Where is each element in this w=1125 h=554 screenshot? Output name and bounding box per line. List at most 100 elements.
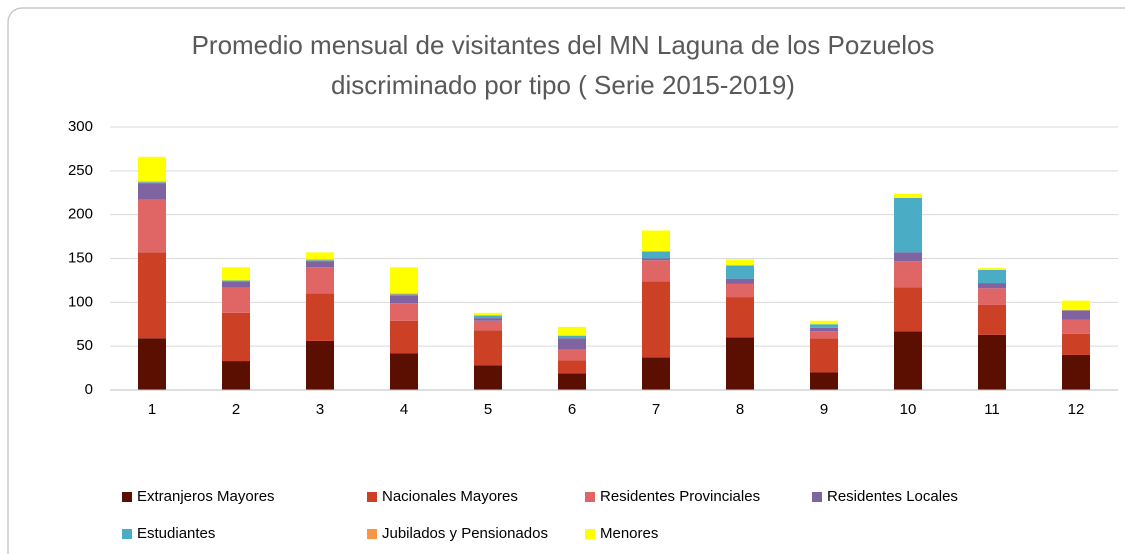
chart-title: discriminado por tipo ( Serie 2015-2019) — [331, 70, 795, 100]
bar-segment — [1062, 310, 1090, 320]
bar-segment — [222, 280, 250, 282]
legend-label: Nacionales Mayores — [382, 488, 518, 505]
x-tick-label: 6 — [568, 401, 576, 418]
bar-segment — [306, 261, 334, 268]
bar-segment — [894, 198, 922, 253]
bar-segment — [1062, 354, 1090, 390]
bar-segment — [306, 260, 334, 262]
bar-segment — [138, 181, 166, 183]
bar-segment — [222, 281, 250, 288]
bar-segment — [474, 330, 502, 366]
x-tick-label: 9 — [820, 401, 828, 418]
x-tick-label: 4 — [400, 401, 408, 418]
legend-swatch — [812, 492, 822, 502]
bar-segment — [390, 267, 418, 294]
bar-segment — [558, 326, 586, 336]
legend-swatch — [122, 529, 132, 539]
bar-segment — [642, 230, 670, 252]
bar-segment — [978, 334, 1006, 390]
bar-segment — [810, 327, 838, 332]
bar-segment — [390, 320, 418, 354]
bar-segment — [222, 267, 250, 281]
y-tick-label: 300 — [68, 118, 93, 135]
bar-segment — [306, 259, 334, 261]
bar-segment — [138, 199, 166, 253]
bar-segment — [558, 373, 586, 390]
bar-segment — [138, 338, 166, 390]
bar-segment — [978, 304, 1006, 335]
bar-segment — [642, 260, 670, 282]
bar-segment — [726, 259, 754, 266]
bar-segment — [810, 320, 838, 325]
y-tick-label: 100 — [68, 293, 93, 310]
y-tick-label: 150 — [68, 249, 93, 266]
legend-swatch — [367, 492, 377, 502]
bar-segment — [642, 357, 670, 390]
x-tick-label: 1 — [148, 401, 156, 418]
bar-segment — [894, 261, 922, 288]
bar-segment — [390, 353, 418, 390]
x-tick-label: 11 — [984, 401, 1000, 418]
y-tick-label: 200 — [68, 206, 93, 223]
chart-title: Promedio mensual de visitantes del MN La… — [192, 30, 935, 60]
bar-segment — [810, 331, 838, 339]
bar-segment — [978, 283, 1006, 289]
bar-segment — [390, 295, 418, 304]
bar-segment — [306, 340, 334, 390]
legend-swatch — [585, 529, 595, 539]
legend-label: Residentes Provinciales — [600, 488, 760, 505]
chart-frame — [7, 7, 1125, 554]
x-tick-label: 3 — [316, 401, 324, 418]
bar-segment — [1062, 333, 1090, 355]
bar-segment — [978, 288, 1006, 305]
bar-segment — [306, 252, 334, 260]
bar-segment — [978, 269, 1006, 284]
bar-segment — [138, 182, 166, 184]
bar-segment — [894, 331, 922, 390]
x-tick-label: 12 — [1068, 401, 1085, 418]
bar-segment — [222, 312, 250, 362]
bar-segment — [138, 156, 166, 182]
bar-segment — [726, 297, 754, 338]
y-tick-label: 0 — [85, 381, 93, 398]
bar-segment — [222, 287, 250, 313]
x-tick-label: 8 — [736, 401, 744, 418]
bar-segment — [642, 258, 670, 261]
bar-segment — [222, 361, 250, 390]
bar-segment — [474, 365, 502, 390]
y-tick-label: 50 — [76, 337, 93, 354]
x-tick-label: 5 — [484, 401, 492, 418]
bar-segment — [558, 360, 586, 374]
bar-segment — [138, 252, 166, 339]
bar-segment — [474, 315, 502, 319]
bar-segment — [558, 335, 586, 339]
bar-segment — [726, 337, 754, 390]
bar-segment — [306, 293, 334, 341]
bar-segment — [1062, 300, 1090, 311]
bar-segment — [558, 349, 586, 361]
y-tick-label: 250 — [68, 162, 93, 179]
legend-swatch — [585, 492, 595, 502]
bar-segment — [558, 338, 586, 350]
bar-segment — [726, 265, 754, 279]
legend-label: Menores — [600, 525, 658, 542]
legend-swatch — [367, 529, 377, 539]
bar-segment — [894, 287, 922, 332]
bar-segment — [726, 278, 754, 284]
bar-segment — [894, 252, 922, 262]
legend-label: Jubilados y Pensionados — [382, 525, 548, 542]
x-tick-label: 2 — [232, 401, 240, 418]
legend-swatch — [122, 492, 132, 502]
bar-segment — [1062, 319, 1090, 334]
bar-segment — [390, 293, 418, 295]
bar-segment — [810, 338, 838, 373]
bar-segment — [474, 318, 502, 321]
bar-segment — [138, 183, 166, 200]
legend-label: Extranjeros Mayores — [137, 488, 275, 505]
bar-segment — [390, 294, 418, 296]
x-tick-label: 10 — [900, 401, 917, 418]
bar-segment — [978, 268, 1006, 270]
bar-segment — [726, 283, 754, 298]
